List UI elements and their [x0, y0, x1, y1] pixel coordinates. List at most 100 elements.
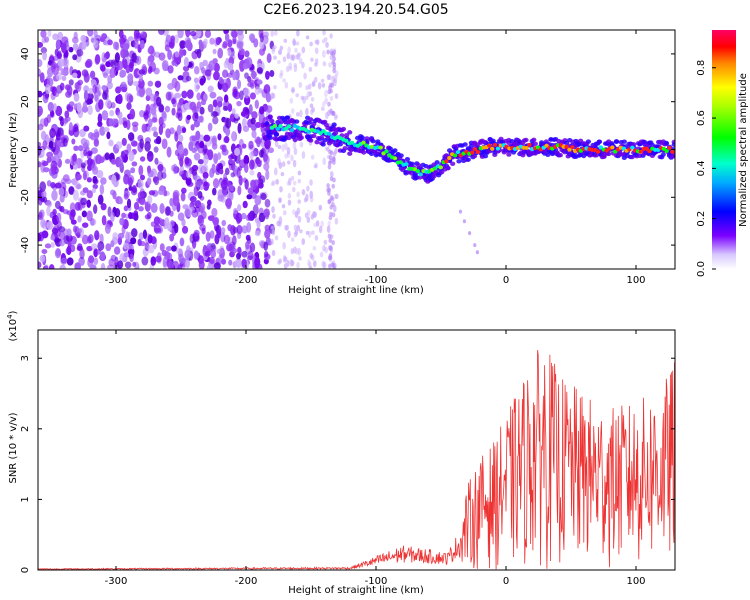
- noise-blob: [76, 183, 82, 190]
- noise-blob: [305, 35, 310, 40]
- noise-blob: [307, 83, 312, 90]
- noise-blob: [317, 82, 322, 90]
- noise-blob: [211, 137, 216, 144]
- noise-blob: [199, 77, 205, 86]
- noise-blob: [170, 35, 176, 43]
- noise-blob: [151, 117, 158, 123]
- ridge-halo: [273, 132, 280, 137]
- noise-blob: [223, 135, 230, 144]
- ridge-core: [524, 145, 529, 150]
- noise-blob: [46, 151, 54, 158]
- noise-blob: [51, 164, 57, 176]
- noise-blob: [258, 47, 265, 56]
- noise-blob: [311, 230, 315, 235]
- noise-blob: [73, 31, 78, 40]
- noise-blob: [308, 66, 313, 72]
- ridge-core: [275, 126, 280, 131]
- ridge-halo: [409, 161, 415, 167]
- noise-blob: [296, 191, 300, 198]
- noise-blob: [123, 205, 129, 212]
- noise-blob: [224, 167, 230, 176]
- noise-blob: [322, 30, 326, 36]
- noise-blob: [221, 219, 227, 227]
- top-xtick-label: -300: [105, 275, 128, 286]
- noise-blob: [79, 190, 86, 196]
- noise-blob: [236, 167, 241, 179]
- noise-blob: [331, 52, 336, 58]
- ridge-halo: [532, 141, 538, 147]
- noise-blob: [54, 182, 62, 189]
- noise-blob: [74, 201, 81, 211]
- noise-blob: [147, 56, 152, 67]
- noise-blob: [49, 127, 56, 139]
- noise-blob: [139, 39, 145, 50]
- noise-blob: [123, 193, 129, 200]
- noise-blob: [282, 255, 287, 263]
- noise-blob: [241, 212, 247, 220]
- ridge-core: [470, 150, 475, 155]
- noise-blob: [211, 187, 217, 196]
- noise-blob: [108, 258, 115, 267]
- noise-blob: [189, 30, 197, 37]
- noise-blob: [38, 198, 43, 206]
- noise-blob: [244, 163, 249, 173]
- noise-blob: [80, 197, 88, 206]
- noise-blob: [144, 214, 151, 220]
- noise-blob: [235, 212, 243, 223]
- noise-blob: [309, 190, 314, 199]
- ridge-halo: [387, 146, 393, 151]
- noise-blob: [171, 107, 176, 116]
- noise-blob: [284, 224, 289, 231]
- noise-blob: [328, 62, 332, 68]
- noise-blob: [139, 199, 146, 206]
- noise-blob: [277, 144, 282, 150]
- noise-blob: [133, 201, 140, 211]
- noise-blob: [297, 199, 301, 204]
- noise-blob: [332, 61, 337, 67]
- noise-blob: [171, 98, 176, 105]
- noise-blob: [264, 250, 269, 258]
- noise-blob: [263, 241, 269, 251]
- noise-blob: [127, 132, 135, 141]
- noise-blob: [109, 67, 117, 78]
- noise-blob: [295, 93, 300, 98]
- noise-blob: [145, 95, 151, 102]
- noise-blob: [135, 32, 142, 39]
- ridge-core: [487, 143, 492, 148]
- noise-blob: [232, 226, 239, 234]
- noise-blob: [228, 190, 234, 201]
- noise-blob: [221, 258, 227, 265]
- noise-blob: [140, 31, 147, 39]
- noise-blob: [254, 195, 262, 206]
- noise-blob: [321, 101, 326, 108]
- noise-blob: [254, 256, 261, 268]
- noise-blob: [82, 101, 88, 112]
- noise-blob: [121, 137, 127, 146]
- noise-blob: [185, 30, 191, 38]
- noise-blob: [297, 215, 302, 223]
- noise-blob: [264, 138, 271, 150]
- noise-blob: [158, 124, 164, 136]
- noise-blob: [195, 30, 202, 38]
- noise-blob: [142, 229, 148, 240]
- noise-blob: [238, 47, 244, 56]
- noise-blob: [249, 151, 254, 160]
- noise-blob: [250, 180, 257, 191]
- noise-blob: [290, 154, 294, 162]
- noise-blob: [117, 111, 123, 119]
- noise-blob: [247, 212, 254, 221]
- noise-blob: [42, 196, 48, 203]
- noise-blob: [110, 240, 115, 248]
- noise-blob: [93, 138, 100, 147]
- noise-blob: [106, 131, 111, 140]
- noise-blob: [116, 93, 123, 105]
- noise-blob: [66, 245, 72, 256]
- ridge-core: [490, 146, 495, 151]
- noise-blob: [41, 230, 49, 239]
- noise-blob: [80, 162, 86, 169]
- noise-blob: [66, 257, 74, 266]
- fragment-blob: [468, 231, 472, 236]
- noise-blob: [56, 212, 62, 223]
- noise-blob: [147, 195, 153, 205]
- ridge-core: [667, 145, 672, 150]
